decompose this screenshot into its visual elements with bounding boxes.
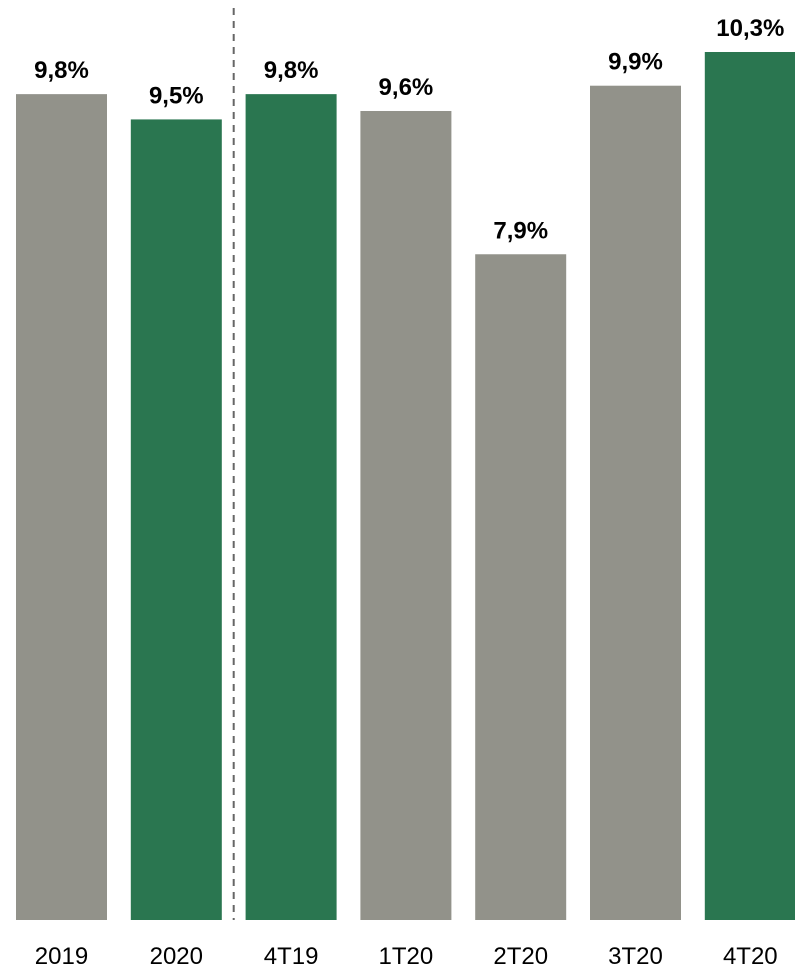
value-label: 9,5%	[149, 82, 204, 109]
category-label: 2T20	[493, 943, 548, 970]
value-label: 10,3%	[716, 15, 784, 42]
category-label: 3T20	[608, 943, 663, 970]
category-label: 2019	[35, 943, 88, 970]
value-label: 9,9%	[608, 49, 663, 76]
bar-2t20	[475, 254, 567, 920]
bar-4t19	[245, 94, 337, 920]
bar-4t20	[704, 52, 795, 920]
category-label: 1T20	[379, 943, 434, 970]
category-label: 2020	[150, 943, 203, 970]
bar-2020	[130, 119, 222, 920]
value-label: 9,6%	[379, 74, 434, 101]
value-label: 9,8%	[264, 57, 319, 84]
bar-1t20	[360, 110, 452, 920]
value-label: 7,9%	[493, 217, 548, 244]
bar-2019	[16, 94, 107, 920]
bar-3t20	[590, 85, 681, 920]
value-label: 9,8%	[34, 57, 89, 84]
category-label: 4T20	[723, 943, 778, 970]
category-label: 4T19	[264, 943, 319, 970]
